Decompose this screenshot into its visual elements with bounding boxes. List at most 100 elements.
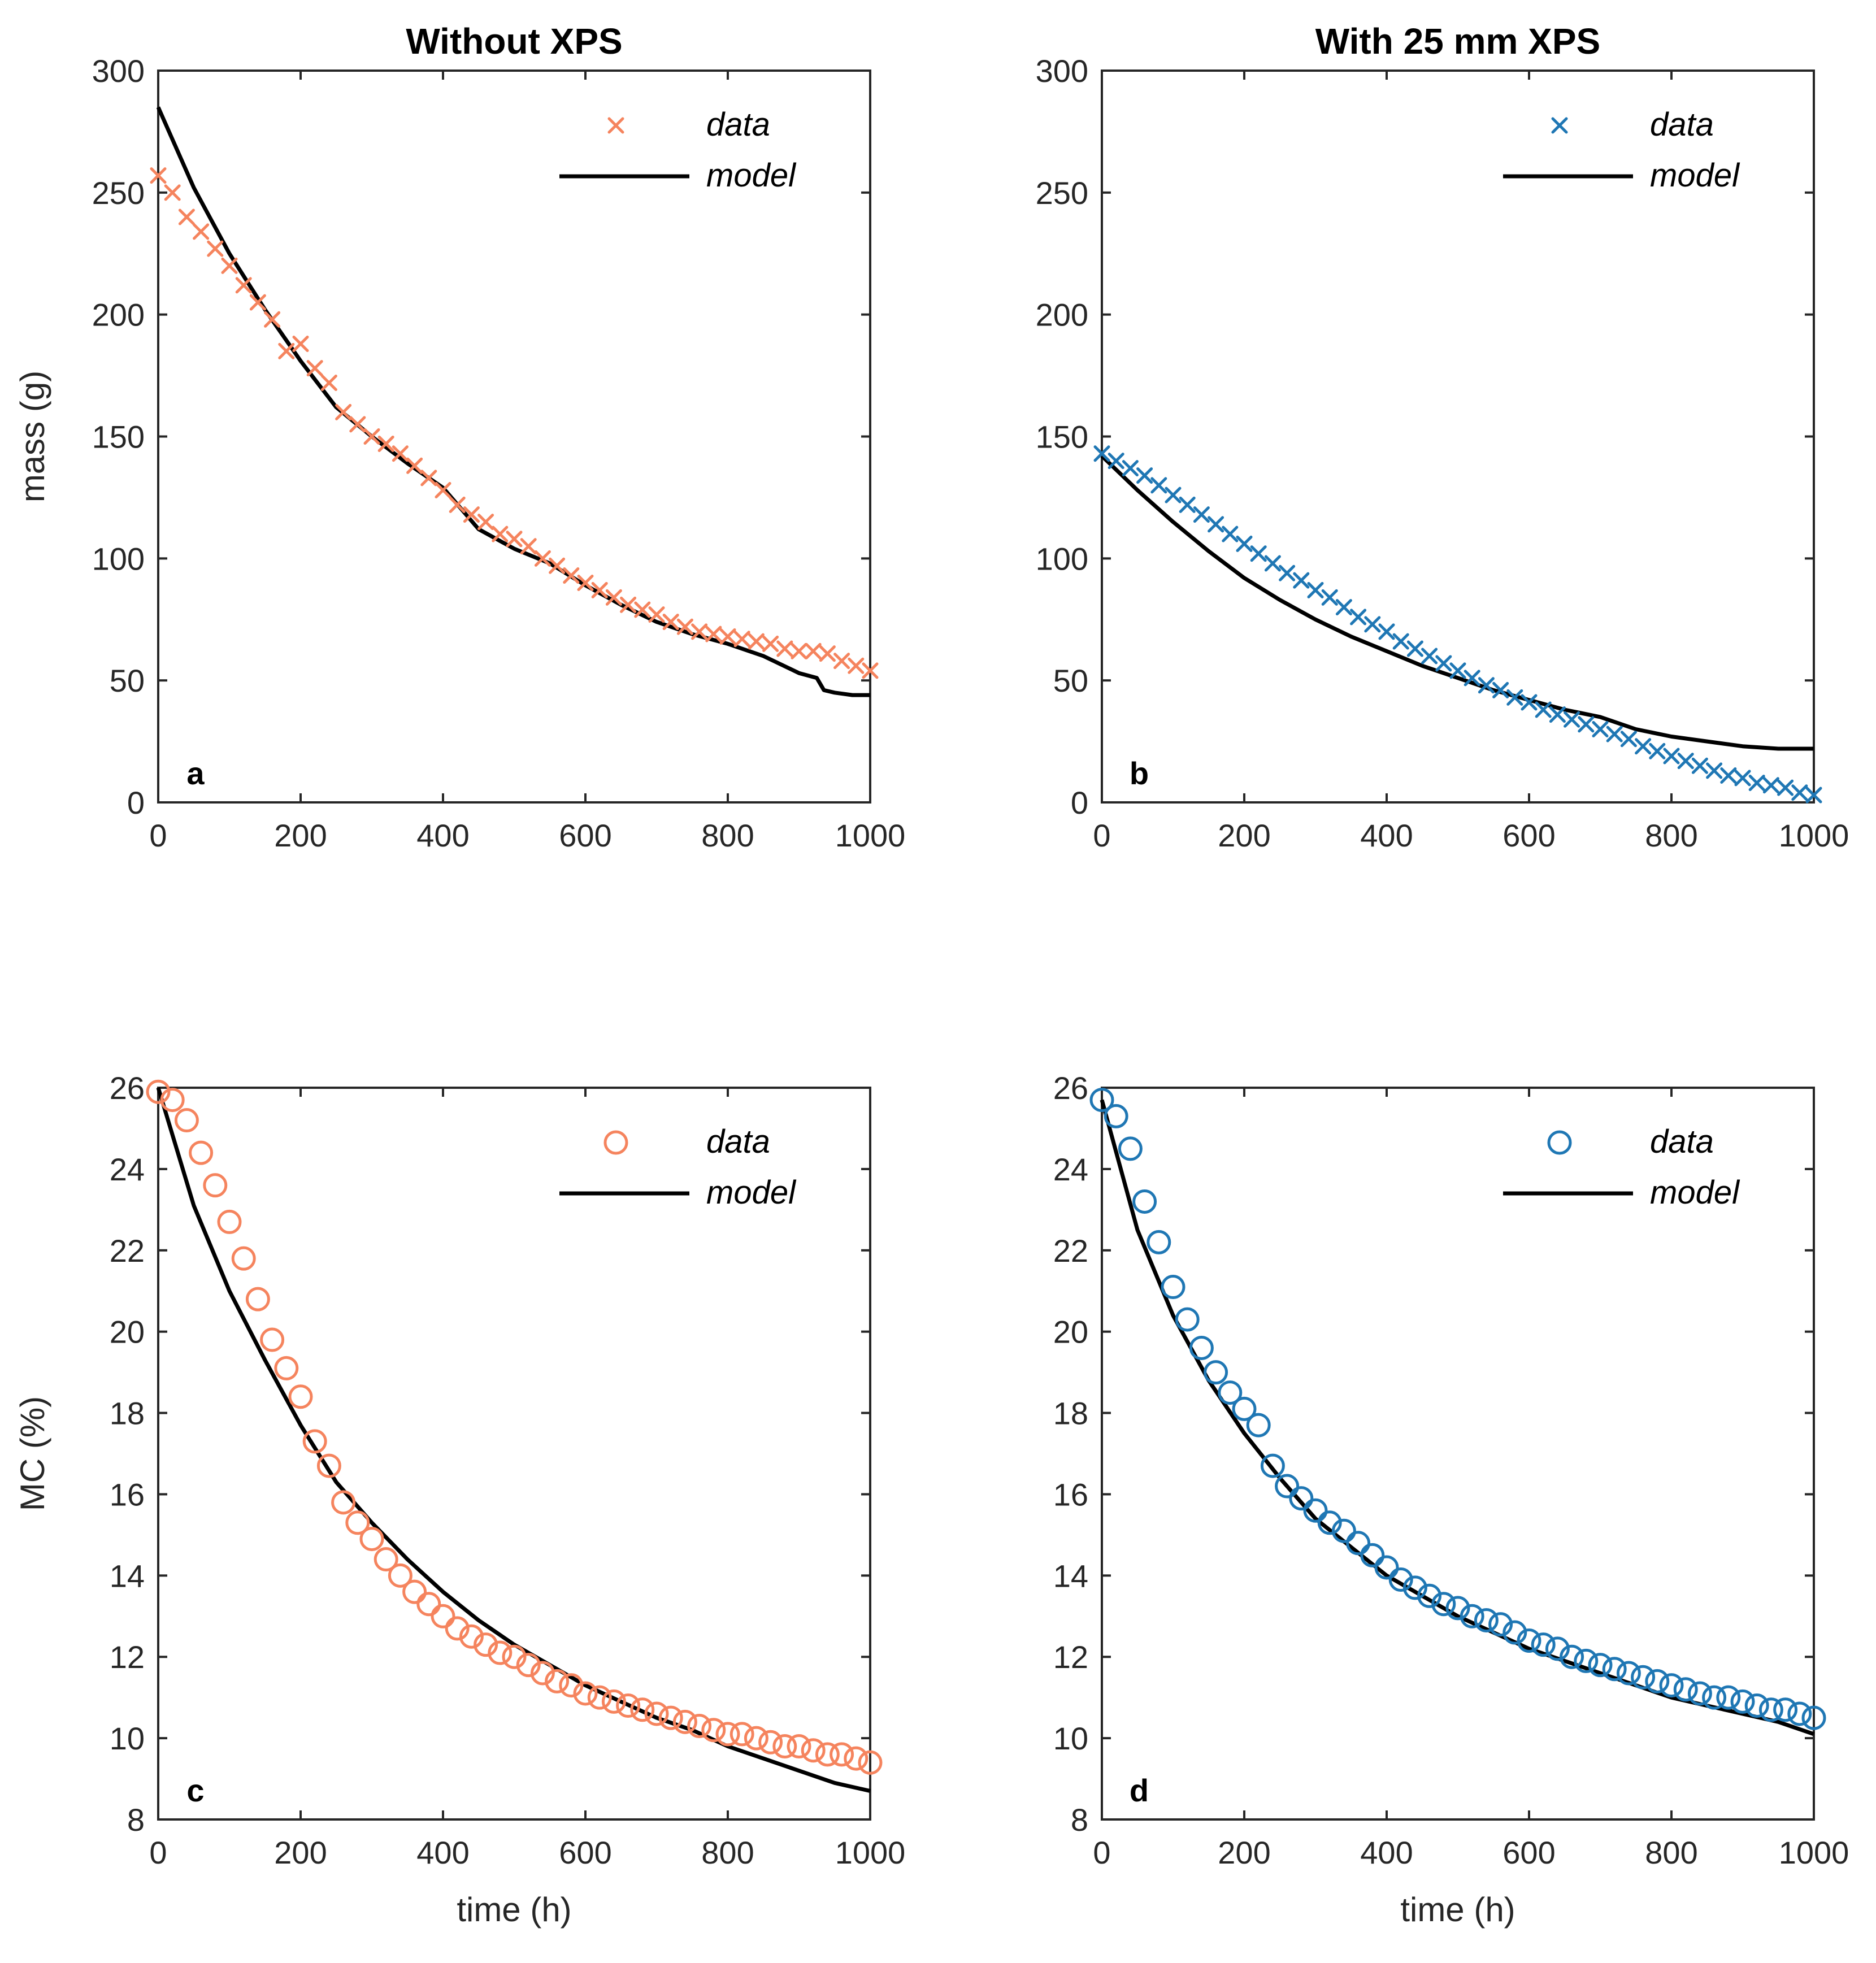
data-point: [1307, 581, 1324, 598]
y-tick-label: 16: [110, 1476, 145, 1512]
legend-data-label: data: [1650, 1123, 1714, 1160]
data-point: [392, 445, 409, 462]
data-point: [1758, 1697, 1783, 1722]
data-point: [164, 184, 181, 201]
data-point-stroke-2: [1492, 681, 1509, 698]
data-point: [1474, 1608, 1499, 1632]
data-point: [1564, 711, 1580, 728]
data-point: [449, 496, 466, 513]
data-point: [687, 1714, 712, 1739]
data-point: [1602, 1657, 1627, 1682]
data-point: [1122, 460, 1139, 477]
data-point: [1431, 1592, 1456, 1617]
data-point: [844, 1746, 868, 1771]
data-point: [549, 557, 566, 574]
data-point: [320, 375, 337, 392]
y-tick-label: 26: [110, 1070, 145, 1106]
x-tick-label: 600: [559, 818, 611, 853]
data-point-stroke-2: [506, 531, 523, 548]
data-point: [520, 538, 537, 555]
data-point: [672, 1709, 697, 1734]
data-point: [591, 581, 608, 598]
data-point: [349, 416, 366, 433]
y-tick-label: 0: [1071, 785, 1088, 820]
data-point: [231, 1246, 256, 1271]
legend-model-label: model: [706, 1174, 797, 1211]
data-point: [1531, 1632, 1556, 1657]
plot-frame-c: [157, 1087, 871, 1821]
plot-frame-d: [1101, 1087, 1815, 1821]
data-point: [477, 514, 494, 531]
data-point: [1250, 545, 1267, 562]
data-point: [492, 526, 509, 542]
x-tick-label: 600: [1502, 818, 1555, 853]
data-point: [1388, 1567, 1413, 1592]
data-point: [1175, 1307, 1200, 1332]
data-point: [345, 1510, 370, 1535]
data-point: [459, 1624, 484, 1649]
chart-title: Without XPS: [406, 21, 622, 62]
data-point: [719, 628, 736, 645]
data-point: [701, 1718, 726, 1743]
panel-b-mass-with-xps: 0 200 400 600 800 1000 0 50 100 150 200 250 300 With …: [1036, 21, 1849, 853]
data-point: [1464, 670, 1480, 687]
data-point-stroke-2: [733, 631, 750, 648]
data-point: [1421, 648, 1438, 665]
data-point: [1588, 1653, 1613, 1678]
data-point: [488, 1640, 513, 1665]
data-point-stroke-2: [1364, 616, 1381, 633]
data-point-stroke-2: [1264, 555, 1281, 572]
data-point-stroke-2: [1549, 706, 1566, 723]
data-point-stroke-2: [1392, 633, 1409, 650]
data-point-stroke-2: [1378, 623, 1395, 640]
data-point: [306, 360, 323, 377]
data-series-markers: [150, 167, 879, 679]
data-point-stroke-2: [1564, 711, 1580, 728]
data-point: [601, 1689, 626, 1714]
data-point: [1545, 1636, 1570, 1661]
data-point-stroke-2: [1706, 762, 1723, 779]
legend: data model: [1503, 1123, 1740, 1211]
data-point: [516, 1653, 541, 1678]
data-point-stroke-2: [164, 184, 181, 201]
data-point: [1236, 535, 1253, 552]
data-point: [791, 642, 807, 659]
data-point: [1374, 1555, 1399, 1580]
x-axis-label: time (h): [457, 1891, 571, 1929]
data-point: [1620, 731, 1637, 748]
y-tick-label: 8: [1071, 1802, 1088, 1838]
data-point: [620, 596, 637, 613]
data-point: [374, 1547, 398, 1572]
data-point: [1730, 1689, 1755, 1714]
data-point: [559, 1673, 584, 1698]
y-tick-label: 24: [1053, 1152, 1088, 1187]
data-point-stroke-2: [1236, 535, 1253, 552]
data-point-stroke-2: [207, 240, 224, 257]
data-point: [1218, 1380, 1243, 1405]
data-point: [1193, 506, 1210, 523]
data-point: [331, 1490, 356, 1515]
data-point: [260, 1327, 285, 1352]
y-tick-label: 250: [1036, 175, 1088, 211]
y-tick-label: 250: [92, 175, 145, 211]
data-point: [203, 1173, 228, 1198]
data-point: [772, 1734, 797, 1758]
data-point-stroke-2: [1762, 777, 1779, 794]
data-point: [1478, 677, 1495, 694]
data-point-stroke-2: [278, 342, 295, 359]
data-point: [748, 633, 765, 650]
data-point: [705, 626, 722, 642]
data-point: [1574, 1648, 1599, 1673]
data-point: [1606, 726, 1623, 742]
data-point: [1417, 1583, 1442, 1608]
y-tick-label: 0: [127, 785, 145, 820]
data-point: [1108, 453, 1124, 470]
data-point-stroke-2: [520, 538, 537, 555]
data-point: [1179, 496, 1196, 513]
data-point: [1720, 767, 1737, 784]
x-tick-label: 800: [1645, 1835, 1697, 1870]
data-point: [634, 601, 651, 618]
x-tick-label: 200: [274, 1835, 327, 1870]
data-point: [1560, 1644, 1584, 1669]
